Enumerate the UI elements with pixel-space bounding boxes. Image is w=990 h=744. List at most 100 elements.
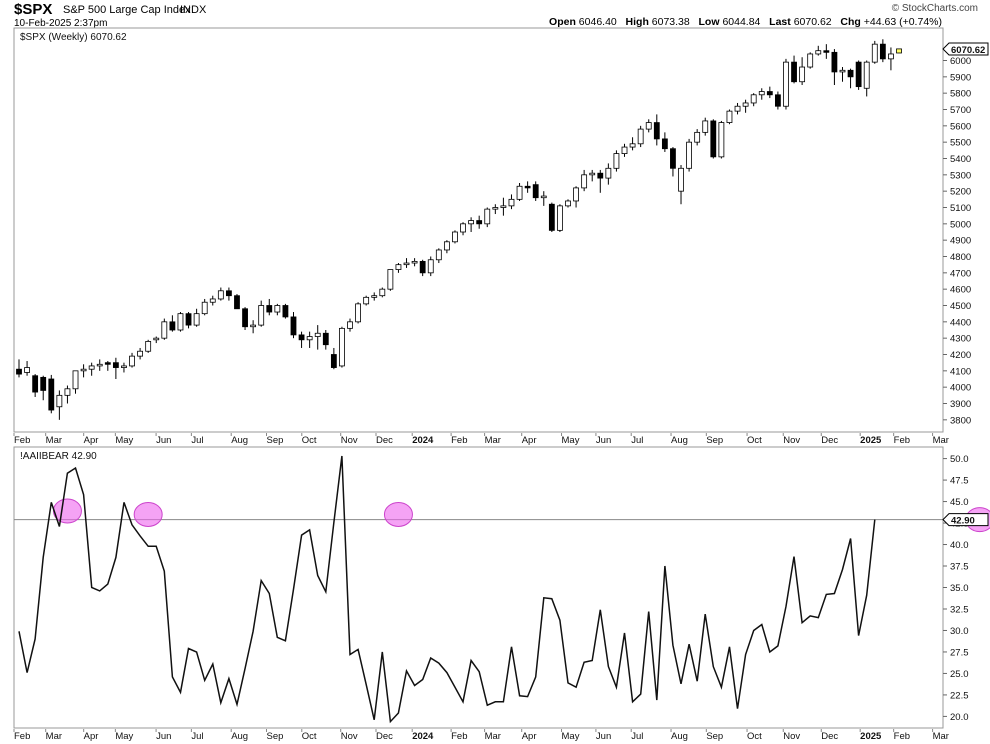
candle-body (64, 388, 71, 396)
candle-body (298, 334, 305, 341)
candle-body (863, 61, 870, 89)
candle-body (169, 321, 176, 331)
date-tick-label: Feb (14, 435, 30, 446)
price-legend: $SPX (Weekly) 6070.62 (20, 32, 127, 43)
price-last-tag: 6070.62 (951, 45, 985, 56)
candle-body (379, 288, 386, 297)
date-tick-label: Aug (671, 731, 688, 742)
date-tick-label: Sep (266, 435, 283, 446)
date-tick-label: May (115, 435, 133, 446)
price-tick-label: 5700 (950, 105, 971, 116)
highlight-circle (133, 501, 163, 527)
price-tick-label: 4500 (950, 301, 971, 312)
candle-body (104, 362, 111, 365)
date-tick-label: May (115, 731, 133, 742)
price-panel (13, 27, 944, 433)
candle-body (557, 205, 563, 231)
candle-body (56, 394, 63, 408)
candle-body (573, 187, 579, 202)
candle-body (508, 198, 515, 207)
indicator-legend-bg (16, 449, 126, 462)
candle-body (589, 172, 596, 176)
candle-body (330, 354, 337, 368)
indicator-tick-label: 35.0 (950, 583, 969, 594)
candle-body (694, 131, 701, 143)
candle-body (605, 167, 612, 179)
price-tick-label: 5600 (950, 121, 971, 132)
date-tick-label: 2025 (860, 731, 882, 742)
aaii-bear-line (18, 455, 876, 724)
date-tick-label: Apr (522, 731, 537, 742)
indicator-tick-label: 27.5 (950, 647, 969, 658)
date-tick-label: Apr (522, 435, 537, 446)
chg-value: +44.63 (+0.74%) (863, 16, 942, 28)
date-tick-label: Dec (821, 435, 838, 446)
price-tick-label: 5300 (950, 170, 971, 181)
candle-body (799, 66, 806, 83)
candle-body (815, 50, 822, 55)
candle-body (645, 122, 652, 130)
candle-body (758, 91, 765, 96)
price-tick-label: 4700 (950, 268, 971, 279)
indicator-tick-label: 32.5 (950, 604, 969, 615)
price-last-tag-bg (942, 42, 989, 56)
date-tick-label: Sep (266, 731, 283, 742)
candle-body (161, 321, 168, 339)
candle-body (718, 122, 725, 158)
candle-body (750, 94, 757, 104)
date-tick-label: Mar (485, 435, 501, 446)
candle-body (516, 185, 523, 200)
candle-body (613, 153, 620, 169)
candle-body (532, 184, 539, 199)
candle-body (629, 143, 636, 148)
date-tick-label: Oct (302, 435, 317, 446)
price-tick-label: 5900 (950, 72, 971, 83)
date-tick-label: 2024 (412, 435, 434, 446)
price-tick-label: 6000 (950, 56, 971, 67)
price-tick-label: 4900 (950, 236, 971, 247)
candle-body (177, 313, 184, 331)
indicator-last-tag: 42.90 (951, 516, 975, 527)
indicator-tick-label: 40.0 (950, 540, 969, 551)
date-tick-label: Feb (894, 435, 910, 446)
indicator-last-tag-bg (942, 513, 989, 527)
date-tick-label: Apr (84, 731, 99, 742)
candle-body (565, 200, 571, 207)
candle-body (234, 295, 240, 310)
candle-body (702, 120, 709, 133)
date-tick-label: Mar (933, 435, 949, 446)
candle-body (137, 350, 144, 357)
candle-body (468, 220, 475, 225)
candle-body (452, 231, 458, 243)
candle-body (193, 313, 200, 326)
candle-body (403, 262, 410, 266)
date-tick-label: Mar (46, 435, 62, 446)
price-tick-label: 4000 (950, 383, 971, 394)
candle-body (395, 264, 402, 270)
indicator-legend: !AAIIBEAR 42.90 (20, 451, 97, 462)
candle-body (766, 91, 773, 96)
date-tick-label: Jul (631, 435, 643, 446)
candle-body (460, 223, 466, 233)
candle-body (112, 362, 119, 368)
date-axis-band (14, 729, 943, 742)
candle-body (80, 368, 87, 372)
candle-body (540, 195, 547, 199)
high-value: 6073.38 (651, 16, 690, 28)
candle-body (839, 69, 846, 73)
low-value: 6044.84 (722, 16, 761, 28)
price-tick-label: 5800 (950, 89, 971, 100)
candle-body (387, 269, 394, 290)
quote-bar: Open 6046.40 High 6073.38 Low 6044.84 La… (549, 16, 942, 28)
candle-body (185, 313, 192, 326)
candle-body (250, 324, 257, 328)
candle-body (242, 308, 248, 328)
candle-body (823, 50, 830, 53)
candle-body (548, 203, 555, 231)
candle-body (492, 207, 499, 210)
date-tick-label: Aug (231, 435, 248, 446)
candle-body (871, 43, 878, 63)
price-tick-label: 4300 (950, 334, 971, 345)
indicator-tick-label: 22.5 (950, 690, 969, 701)
